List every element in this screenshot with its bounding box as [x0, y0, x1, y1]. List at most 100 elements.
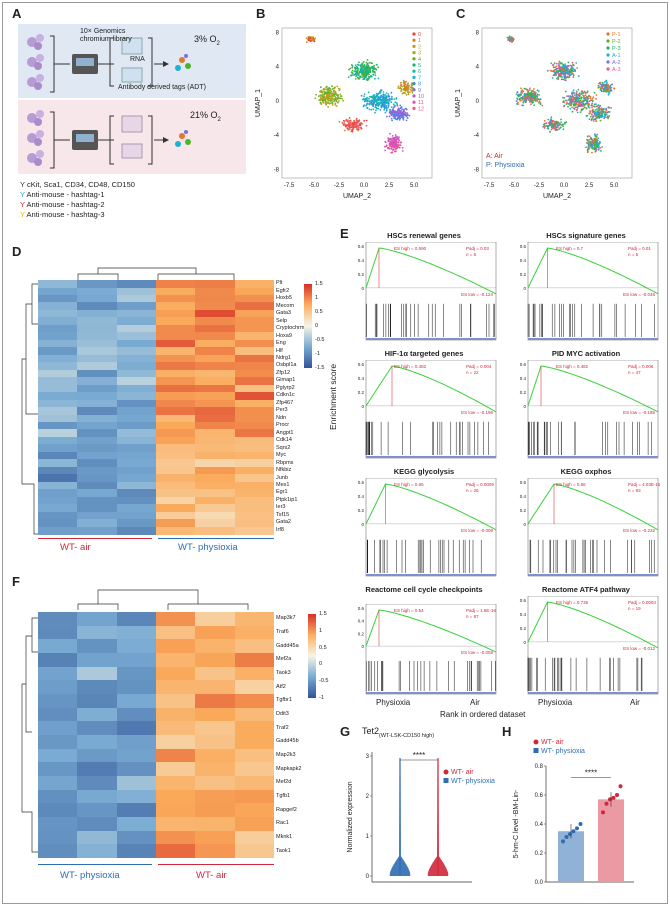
heatmap-cell: [116, 354, 157, 363]
heatmap-cell: [234, 280, 275, 288]
colorbar-tick: 1: [319, 627, 323, 634]
rna-label: RNA: [130, 56, 145, 63]
bar-ytick: 0.2: [535, 851, 544, 857]
heatmap-cell: [234, 721, 275, 736]
gsea-right-label-2: Air: [630, 698, 640, 707]
heatmap-cell: [234, 354, 275, 363]
heatmap-gene-label: Taok1: [276, 847, 291, 854]
heatmap-cell: [156, 625, 196, 640]
heatmap-cell: [38, 302, 78, 311]
heatmap-cell: [156, 459, 196, 468]
heatmap-cell: [156, 362, 196, 371]
panel-a-legend: Y cKit, Sca1, CD34, CD48, CD150 Y Anti-m…: [20, 180, 135, 220]
gsea-plot-title: HSCs signature genes: [546, 231, 626, 240]
gsea-ytick: 0.2: [358, 631, 365, 636]
heatmap-cell: [195, 526, 236, 535]
heatmap-cell: [156, 414, 196, 423]
umap-samples-plot: -7.5 -5.0 -2.5 0.0 2.5 5.0 8 4 0 -4 -8 UMAP_2 UMAP_1…: [455, 27, 633, 200]
violin-ytick: 2: [366, 794, 370, 800]
heatmap-cell: [77, 339, 118, 348]
heatmap-cell: [195, 444, 236, 453]
heatmap-cell: [234, 612, 275, 627]
gsea-ytick: 0.6: [358, 480, 365, 485]
bar-ytick: 0.4: [535, 822, 544, 828]
umap-legend-swatch: [412, 38, 416, 42]
heatmap-cell: [195, 762, 236, 777]
violin-legend-physioxia: WT- physioxia: [451, 778, 495, 785]
heatmap-cell: [77, 287, 118, 296]
heatmap-cell: [195, 436, 236, 445]
heatmap-cell: [234, 444, 275, 453]
umap-mini-icon: [175, 54, 191, 147]
bar-data-point: [608, 797, 612, 802]
gsea-ytick: 0.4: [520, 258, 527, 263]
heatmap-cell: [38, 803, 78, 818]
heatmap-cell: [38, 474, 78, 483]
colorbar-tick: 0.5: [319, 644, 327, 651]
heatmap-cell: [234, 332, 275, 341]
heatmap-gene-label: Ndn: [276, 414, 287, 421]
heatmap-cell: [195, 789, 236, 804]
heatmap-cell: [77, 612, 118, 627]
heatmap-cell: [77, 377, 118, 386]
bar-data-point: [568, 832, 572, 837]
heatmap-gene-label: Procr: [276, 422, 290, 429]
heatmap-cell: [156, 776, 196, 791]
umap-xtick: 0.0: [360, 183, 369, 189]
umap-legend-label: P-1: [612, 32, 621, 38]
heatmap-gene-label: Sqrs2: [276, 444, 291, 451]
heatmap-cell: [156, 294, 196, 303]
heatmap-cell: [234, 707, 275, 722]
bar-ytick: 0.6: [535, 793, 544, 799]
heatmap-cell: [234, 392, 275, 401]
gsea-ytick: 0.2: [520, 508, 527, 513]
gsea-ytick: 0: [523, 522, 526, 527]
heatmap-cell: [116, 707, 157, 722]
heatmap-cell: [116, 302, 157, 311]
heatmap-cell: [38, 666, 78, 681]
heatmap-cell: [234, 762, 275, 777]
heatmap-cell: [77, 481, 118, 490]
heatmap-cell: [38, 384, 78, 393]
gsea-es-low: ES low = -0.058: [461, 650, 493, 655]
heatmap-cell: [38, 444, 78, 453]
legend-item-hashtag-2: Y Anti-mouse - hashtag-2: [20, 200, 105, 209]
heatmap-gene-label: Pglyrp2: [276, 384, 295, 391]
heatmap-gene-label: Mef2d: [276, 779, 292, 786]
heatmap-cell: [156, 653, 196, 668]
heatmap-cell: [156, 844, 196, 859]
gsea-es-low: ES low = -0.048: [623, 292, 655, 297]
heatmap-cell: [234, 639, 275, 654]
gsea-frame: [527, 596, 659, 695]
heatmap-f: [38, 612, 275, 859]
heatmap-gene-label: Traf2: [276, 724, 289, 731]
heatmap-cell: [195, 369, 236, 378]
heatmap-cell: [116, 803, 157, 818]
heatmap-gene-label: Tsf15: [276, 511, 290, 518]
heatmap-cell: [77, 399, 118, 408]
heatmap-cell: [116, 762, 157, 777]
heatmap-f-side-dendrogram: [21, 617, 38, 853]
gsea-ylabel: Enrichment score: [328, 363, 338, 430]
umap-legend-label: 2: [418, 44, 421, 50]
heatmap-cell: [156, 444, 196, 453]
gsea-plot-title: Reactome ATF4 pathway: [542, 585, 630, 594]
gsea-es-curve: [527, 483, 659, 531]
gsea-es-curve: [365, 609, 497, 653]
bar-chart-5hmc: 0.0 0.2 0.4 0.6 0.8 5-hm-C level -BM-Lin- ****…: [513, 739, 634, 886]
umap-xtick: -2.5: [334, 183, 345, 189]
colorbar-tick: 0: [319, 661, 323, 668]
umap-xtick: -7.5: [284, 183, 295, 189]
umap-xtick: 5.0: [410, 183, 419, 189]
heatmap-gene-label: Map3k7: [276, 615, 296, 622]
heatmap-cell: [38, 369, 78, 378]
bar-data-point: [578, 822, 583, 826]
heatmap-cell: [77, 803, 118, 818]
heatmap-cell: [234, 776, 275, 791]
gsea-es-curve: [365, 247, 497, 295]
heatmap-cell: [77, 489, 118, 498]
heatmap-cell: [116, 474, 157, 483]
umap-ytick: -8: [274, 167, 280, 173]
heatmap-gene-label: Taok3: [276, 670, 291, 676]
heatmap-gene-label: Traf6: [276, 629, 289, 635]
